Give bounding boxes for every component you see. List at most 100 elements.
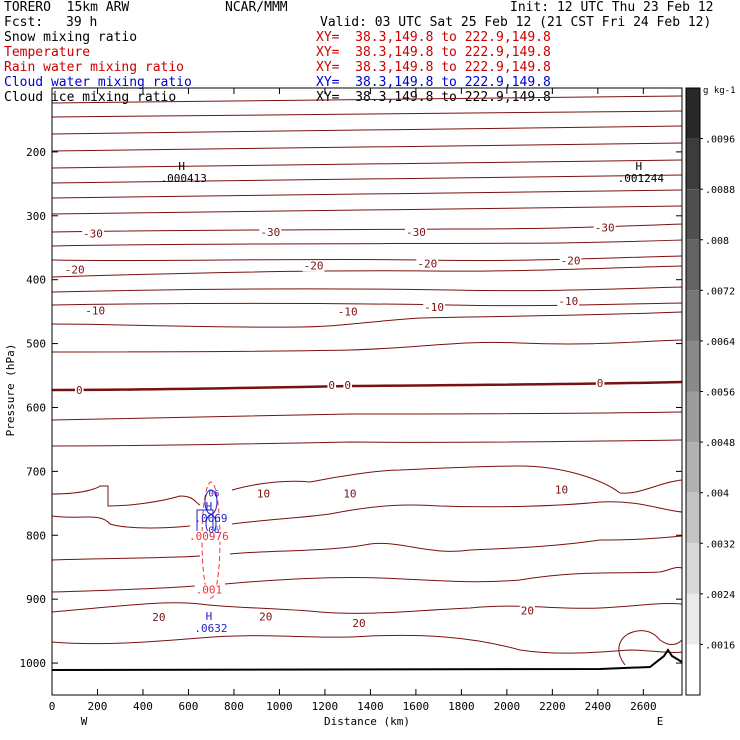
- rain-label-bg: [194, 584, 224, 596]
- temperature-label: 10: [343, 488, 356, 501]
- temperature-label: -20: [561, 255, 581, 268]
- temperature-label: -10: [558, 295, 578, 308]
- x-tick-label: 1600: [403, 700, 430, 713]
- extremum-marker: H: [635, 160, 642, 173]
- colorbar-segment: [686, 644, 700, 695]
- x-tick-label: 2200: [539, 700, 566, 713]
- colorbar-segment: [686, 189, 700, 240]
- temperature-label-bg: [553, 484, 570, 496]
- temperature-label-bg: [342, 488, 358, 500]
- y-tick-label: 700: [26, 465, 46, 478]
- axes: 0 200 400 600 800 1000 1200 1400 1600 1800 2000 220…: [20, 87, 683, 713]
- init-time: Init: 12 UTC Thu 23 Feb 12: [510, 0, 714, 15]
- legend-snow-xy: XY= 38.3,149.8 to 222.9,149.8: [316, 30, 551, 45]
- colorbar-segment: [686, 593, 700, 645]
- temperature-label: 0: [597, 377, 604, 390]
- x-tick-label: 2400: [585, 700, 612, 713]
- y-tick-label: 300: [26, 210, 46, 223]
- temperature-label-bg: [416, 258, 439, 270]
- terrain-line: [51, 648, 683, 671]
- colorbar-tick-label: .0032: [705, 539, 735, 550]
- colorbar-segment: [686, 543, 700, 594]
- colorbar-segment: [686, 138, 700, 190]
- valid-time: Valid: 03 UTC Sat 25 Feb 12 (21 CST Fri …: [320, 15, 712, 30]
- rain-label: .001: [196, 584, 223, 597]
- x-tick-label: 1200: [312, 700, 339, 713]
- x-tick-label: 200: [88, 700, 108, 713]
- y-tick-label: 1000: [20, 657, 47, 670]
- x-axis-label: Distance (km): [324, 715, 410, 728]
- temperature-label-bg: [336, 306, 359, 318]
- colorbar-tick-label: .0064: [705, 337, 735, 348]
- rain-label: .00976: [189, 530, 229, 543]
- forecast-label: Fcst:: [4, 15, 44, 30]
- colorbar-segment: [686, 290, 700, 341]
- legend-cloudice-name: Cloud ice mixing ratio: [4, 90, 177, 105]
- colorbar-segment: [686, 239, 700, 291]
- y-tick-label: 400: [26, 274, 46, 287]
- plot-frame: [51, 87, 683, 696]
- temperature-label-bg: [557, 295, 580, 307]
- temperature-label: -10: [338, 306, 358, 319]
- temperature-label-bg: [327, 380, 337, 392]
- temperature-label: -30: [260, 226, 280, 239]
- contour-labels: -30 -30 -30 -30-20 -20 -20 -20-10 -10 -10 -100 0 0 0…: [63, 160, 664, 635]
- temperature-label: -30: [83, 228, 103, 241]
- temperature-label: -20: [304, 260, 324, 273]
- x-tick-label: 600: [179, 700, 199, 713]
- temperature-label-bg: [74, 385, 84, 397]
- center-title: NCAR/MMM: [225, 0, 288, 15]
- temperature-label-bg: [258, 611, 274, 623]
- x-tick-label: 0: [49, 700, 56, 713]
- temperature-label: 20: [352, 617, 365, 630]
- temperature-label-bg: [151, 612, 167, 624]
- temperature-label-bg: [559, 255, 582, 267]
- temperature-label-bg: [82, 228, 104, 240]
- temperature-label: 20: [259, 610, 272, 623]
- temperature-label-bg: [255, 488, 272, 500]
- x-tick-label: 800: [224, 700, 244, 713]
- colorbar-tick-label: .0024: [705, 590, 735, 601]
- temperature-label: 20: [152, 611, 165, 624]
- temperature-label-bg: [593, 222, 616, 234]
- legend-temperature-name: Temperature: [4, 45, 91, 60]
- x-tick-label: 400: [133, 700, 153, 713]
- extremum-value: .0069: [194, 512, 227, 525]
- legend-cloudwater-name: Cloud water mixing ratio: [4, 75, 192, 90]
- legend-rain-xy: XY= 38.3,149.8 to 222.9,149.8: [316, 60, 551, 75]
- temperature-label-bg: [351, 617, 367, 629]
- colorbar-tick-label: .0072: [705, 286, 735, 297]
- temperature-label-bg: [595, 378, 605, 390]
- cloud-water-label: .06: [203, 489, 219, 499]
- colorbar-segment: [686, 88, 700, 139]
- legend-temperature-xy: XY= 38.3,149.8 to 222.9,149.8: [316, 45, 551, 60]
- west-label: W: [81, 715, 88, 728]
- temperature-label: 0: [344, 379, 351, 392]
- extremum-marker: H: [178, 160, 185, 173]
- rain-label-bg: [188, 530, 230, 542]
- temperature-label-bg: [423, 302, 445, 314]
- y-tick-label: 900: [26, 593, 46, 606]
- temperature-label: -20: [65, 263, 85, 276]
- extremum-value: .000413: [160, 172, 206, 185]
- colorbar-tick-label: .0048: [705, 438, 735, 449]
- extremum-marker: H: [206, 500, 213, 513]
- temperature-label: 10: [257, 488, 270, 501]
- temperature-label-bg: [404, 226, 427, 238]
- legend-rain-name: Rain water mixing ratio: [4, 60, 185, 75]
- temperature-label-bg: [84, 305, 107, 317]
- temperature-label: -30: [595, 221, 615, 234]
- y-tick-label: 800: [26, 529, 46, 542]
- y-tick-label: 600: [26, 401, 46, 414]
- y-axis-label: Pressure (hPa): [4, 344, 17, 437]
- x-tick-label: 2000: [494, 700, 521, 713]
- temperature-label-bg: [343, 380, 352, 392]
- y-tick-label: 200: [26, 146, 46, 159]
- temperature-label-bg: [519, 605, 535, 617]
- x-tick-label: 2600: [630, 700, 657, 713]
- forecast-hour: 39 h: [66, 15, 98, 30]
- x-tick-label: 1800: [448, 700, 475, 713]
- temperature-label-bg: [302, 260, 325, 272]
- legend-snow-name: Snow mixing ratio: [4, 30, 138, 45]
